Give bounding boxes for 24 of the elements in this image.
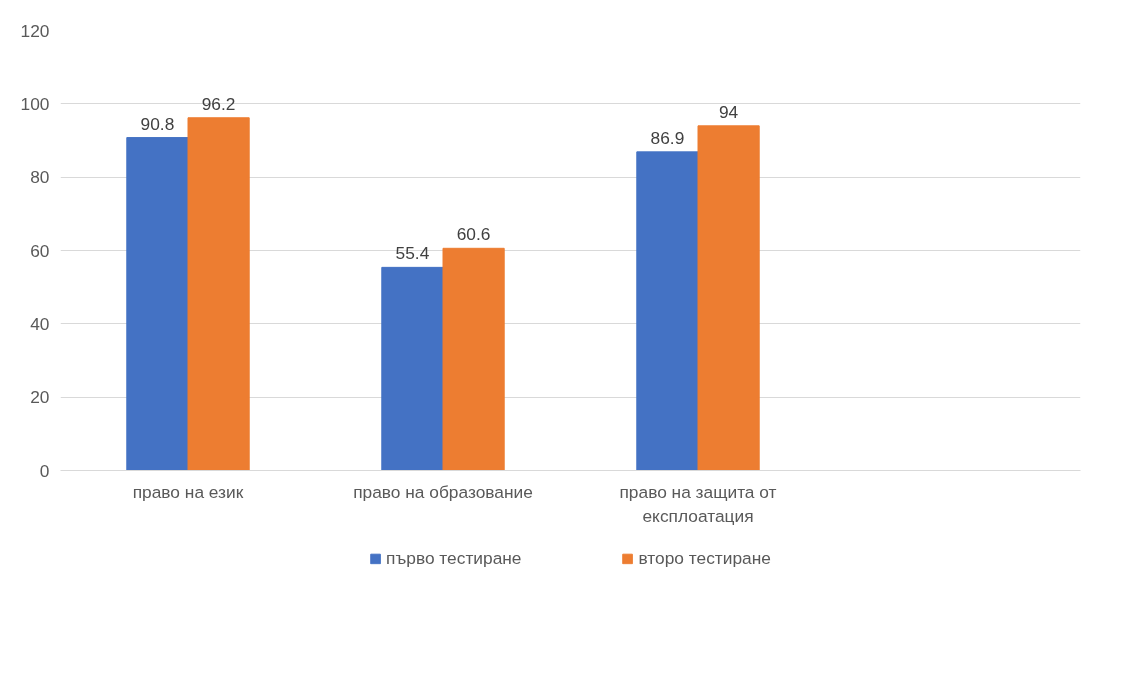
- y-tick-label: 80: [30, 167, 50, 188]
- x-tick-label: право на образование: [353, 481, 533, 502]
- y-tick-label: 120: [20, 20, 50, 41]
- legend-label: второ тестиране: [638, 547, 771, 569]
- bar: [126, 137, 189, 471]
- y-tick-label: 0: [39, 460, 50, 481]
- y-tick-label: 60: [30, 240, 50, 261]
- x-tick-label: право на защита от експлоатация: [619, 481, 777, 526]
- bar: [442, 247, 505, 471]
- bar: [381, 266, 444, 471]
- y-tick-label: 20: [30, 387, 50, 408]
- data-label: 96.2: [201, 93, 236, 114]
- data-label: 86.9: [650, 127, 685, 148]
- bar: [636, 151, 699, 471]
- data-label: 94: [718, 101, 739, 122]
- bar: [697, 125, 760, 471]
- legend-label: първо тестиране: [386, 547, 522, 569]
- data-label: 60.6: [456, 224, 491, 245]
- data-label: 55.4: [395, 243, 430, 264]
- bar: [187, 117, 250, 471]
- y-tick-label: 40: [30, 313, 50, 334]
- y-tick-label: 100: [20, 93, 50, 114]
- x-tick-label: право на език: [132, 481, 244, 502]
- data-label: 90.8: [140, 113, 175, 134]
